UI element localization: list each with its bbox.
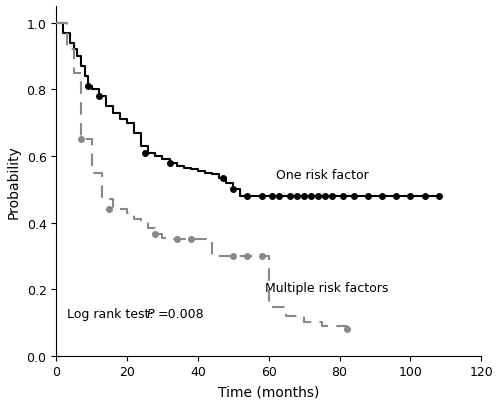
X-axis label: Time (months): Time (months) [218,384,320,398]
Text: Log rank test:: Log rank test: [67,308,158,321]
Y-axis label: Probability: Probability [7,145,21,218]
Text: Multiple risk factors: Multiple risk factors [265,281,388,294]
Text: =0.008: =0.008 [157,308,204,321]
Text: One risk factor: One risk factor [276,168,368,181]
Text: P: P [146,308,154,321]
